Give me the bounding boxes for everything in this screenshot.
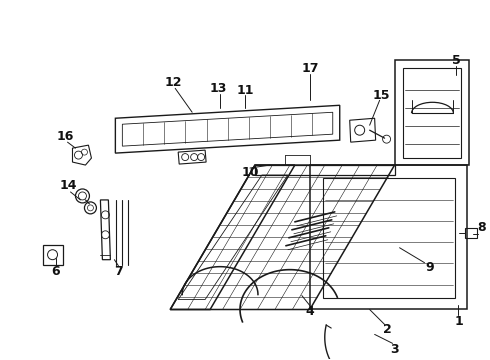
Text: 11: 11 [236, 84, 254, 97]
Text: 14: 14 [60, 180, 77, 193]
Text: 5: 5 [452, 54, 461, 67]
Text: 15: 15 [373, 89, 391, 102]
Text: 17: 17 [301, 62, 318, 75]
Text: 6: 6 [51, 265, 60, 278]
Text: 8: 8 [477, 221, 486, 234]
Text: 2: 2 [383, 323, 392, 336]
Text: 4: 4 [305, 305, 314, 318]
Text: 3: 3 [390, 343, 399, 356]
Text: 10: 10 [241, 166, 259, 179]
Text: 9: 9 [425, 261, 434, 274]
Text: 16: 16 [57, 130, 74, 143]
Text: 12: 12 [165, 76, 182, 89]
Text: 1: 1 [455, 315, 464, 328]
Text: 7: 7 [114, 265, 122, 278]
Text: 13: 13 [209, 82, 227, 95]
